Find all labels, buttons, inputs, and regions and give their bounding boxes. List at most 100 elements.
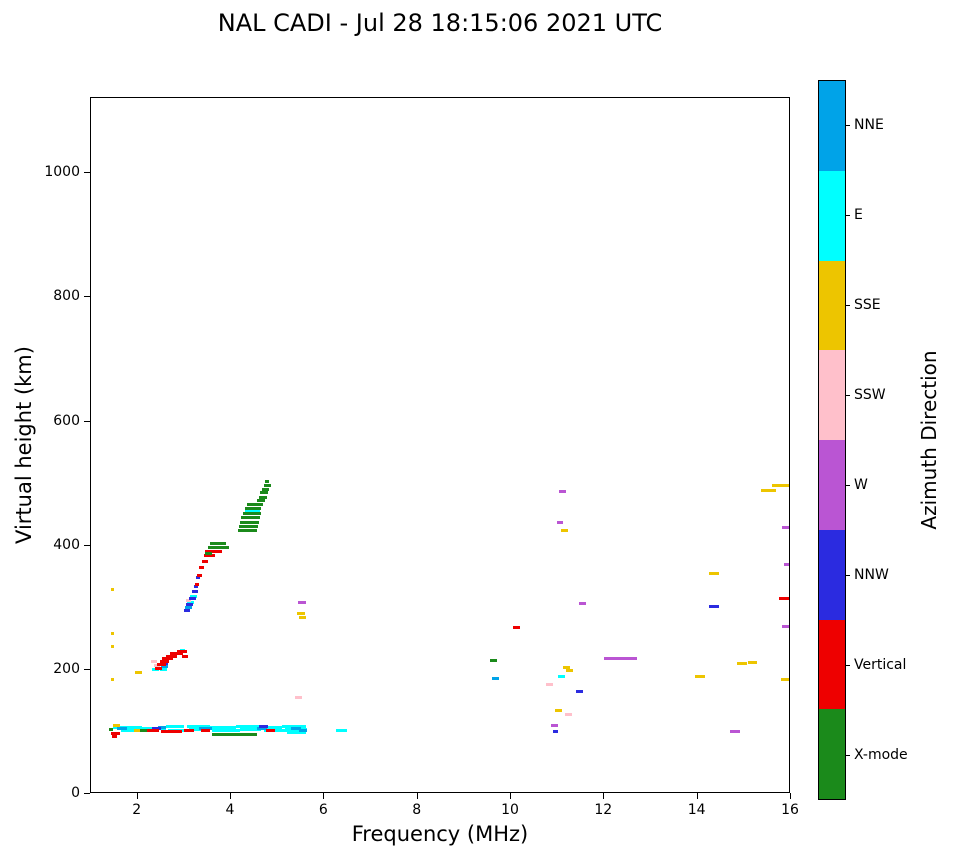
colorbar-label-e: E bbox=[854, 207, 863, 223]
y-tick-label: 400 bbox=[53, 536, 80, 553]
colorbar-segment-e bbox=[819, 170, 845, 261]
echo-segment-w bbox=[781, 525, 789, 529]
echo-segment-sse bbox=[772, 483, 789, 487]
echo-segment-vertical bbox=[184, 729, 194, 733]
x-tick bbox=[416, 793, 418, 799]
echo-segment-x-mode bbox=[210, 541, 227, 545]
echo-segment-x-mode bbox=[261, 487, 270, 491]
echo-segment-sse bbox=[561, 528, 568, 532]
colorbar-tick bbox=[846, 125, 850, 126]
y-tick bbox=[84, 544, 90, 546]
echo-segment-sse bbox=[110, 632, 115, 636]
echo-segment-nnw bbox=[151, 727, 161, 731]
colorbar-tick bbox=[846, 485, 850, 486]
echo-segment-nne bbox=[116, 726, 128, 730]
echo-segment-ssw bbox=[153, 664, 160, 667]
echo-segment-x-mode bbox=[247, 503, 263, 507]
echo-segment-vertical bbox=[182, 654, 189, 658]
echo-segment-nnw bbox=[191, 590, 199, 594]
x-tick bbox=[603, 793, 605, 799]
echo-segment-sse bbox=[133, 728, 143, 732]
echo-segment-x-mode bbox=[240, 520, 259, 524]
x-tick-label: 8 bbox=[412, 802, 422, 818]
echo-segment-w bbox=[784, 563, 789, 567]
colorbar-label-ssw: SSW bbox=[854, 387, 886, 403]
echo-segment-x-mode bbox=[264, 480, 270, 484]
y-tick bbox=[84, 296, 90, 298]
echo-segment-sse bbox=[737, 662, 747, 666]
colorbar-segment-w bbox=[819, 440, 845, 530]
y-tick bbox=[84, 668, 90, 670]
echo-segment-vertical bbox=[157, 663, 166, 667]
x-tick-label: 16 bbox=[781, 802, 799, 818]
echo-segment-vertical bbox=[779, 596, 789, 600]
echo-segment-vertical bbox=[197, 574, 203, 577]
echo-segment-nnw bbox=[186, 603, 193, 607]
echo-segment-x-mode bbox=[256, 499, 265, 503]
colorbar-tick bbox=[846, 305, 850, 306]
colorbar-label-nne: NNE bbox=[854, 117, 884, 133]
echo-segment-sse bbox=[297, 611, 305, 615]
plot-area bbox=[90, 97, 790, 793]
echo-segment-sse bbox=[780, 677, 789, 681]
echo-segment-ssw bbox=[564, 713, 572, 716]
echo-segment-ssw bbox=[186, 598, 191, 602]
echo-segment-vertical bbox=[203, 554, 215, 558]
echo-segment-vertical bbox=[161, 729, 182, 733]
colorbar-segment-x-mode bbox=[819, 709, 845, 799]
colorbar-segment-sse bbox=[819, 260, 845, 351]
echo-segment-vertical bbox=[112, 735, 117, 739]
colorbar-segment-vertical bbox=[819, 619, 845, 710]
echo-segment-vertical bbox=[177, 649, 187, 653]
echo-segment-nne bbox=[158, 726, 166, 730]
echo-segment-w bbox=[558, 490, 567, 494]
echo-segment-nne bbox=[185, 606, 192, 610]
echo-segment-x-mode bbox=[207, 546, 229, 549]
echo-segment-sse bbox=[760, 488, 777, 492]
colorbar-label-vertical: Vertical bbox=[854, 657, 907, 673]
colorbar-title: Azimuth Direction bbox=[917, 350, 941, 530]
echo-segment-nne bbox=[492, 677, 500, 680]
echo-segment-vertical bbox=[200, 728, 210, 732]
echo-segment-x-mode bbox=[108, 727, 114, 731]
echo-segment-vertical bbox=[110, 732, 120, 736]
echo-segment-vertical bbox=[147, 729, 159, 733]
echo-segment-e bbox=[557, 674, 565, 678]
echo-segment-e bbox=[336, 729, 347, 733]
y-tick-label: 200 bbox=[53, 660, 80, 677]
echo-segment-nnw bbox=[195, 576, 201, 580]
y-tick-label: 600 bbox=[53, 412, 80, 429]
echo-segment-vertical bbox=[155, 666, 162, 670]
x-tick-label: 2 bbox=[132, 802, 142, 818]
echo-segment-x-mode bbox=[263, 483, 271, 487]
echo-segment-nnw bbox=[189, 596, 196, 600]
echo-segment-e bbox=[235, 724, 259, 728]
colorbar-label-nnw: NNW bbox=[854, 567, 889, 583]
echo-segment-x-mode bbox=[212, 732, 257, 736]
echo-segment-vertical bbox=[266, 729, 276, 733]
x-tick-label: 14 bbox=[687, 802, 706, 818]
echo-segment-vertical bbox=[513, 626, 521, 630]
x-tick bbox=[790, 793, 791, 799]
echo-segment-x-mode bbox=[241, 516, 260, 520]
echo-segment-e bbox=[212, 729, 241, 733]
echo-segment-vertical bbox=[170, 652, 184, 656]
x-tick bbox=[230, 793, 231, 799]
x-tick bbox=[136, 793, 138, 799]
echo-segment-nnw bbox=[193, 585, 199, 589]
echo-segment-e bbox=[121, 729, 136, 733]
echo-segment-w bbox=[298, 601, 306, 605]
echo-segment-nne bbox=[199, 726, 213, 730]
echo-segment-e bbox=[240, 727, 262, 731]
colorbar-segment-ssw bbox=[819, 350, 845, 440]
echo-segment-sse bbox=[113, 724, 120, 728]
echo-segment-vertical bbox=[165, 654, 178, 658]
echo-segment-e bbox=[210, 726, 236, 730]
echo-segment-x-mode bbox=[140, 728, 147, 732]
echo-segment-vertical bbox=[205, 550, 222, 554]
echo-segment-sse bbox=[748, 660, 758, 664]
echo-segment-x-mode bbox=[260, 491, 269, 495]
echo-segment-sse bbox=[110, 587, 115, 591]
echo-segment-e bbox=[113, 726, 143, 730]
colorbar-segment-nne bbox=[819, 81, 845, 171]
